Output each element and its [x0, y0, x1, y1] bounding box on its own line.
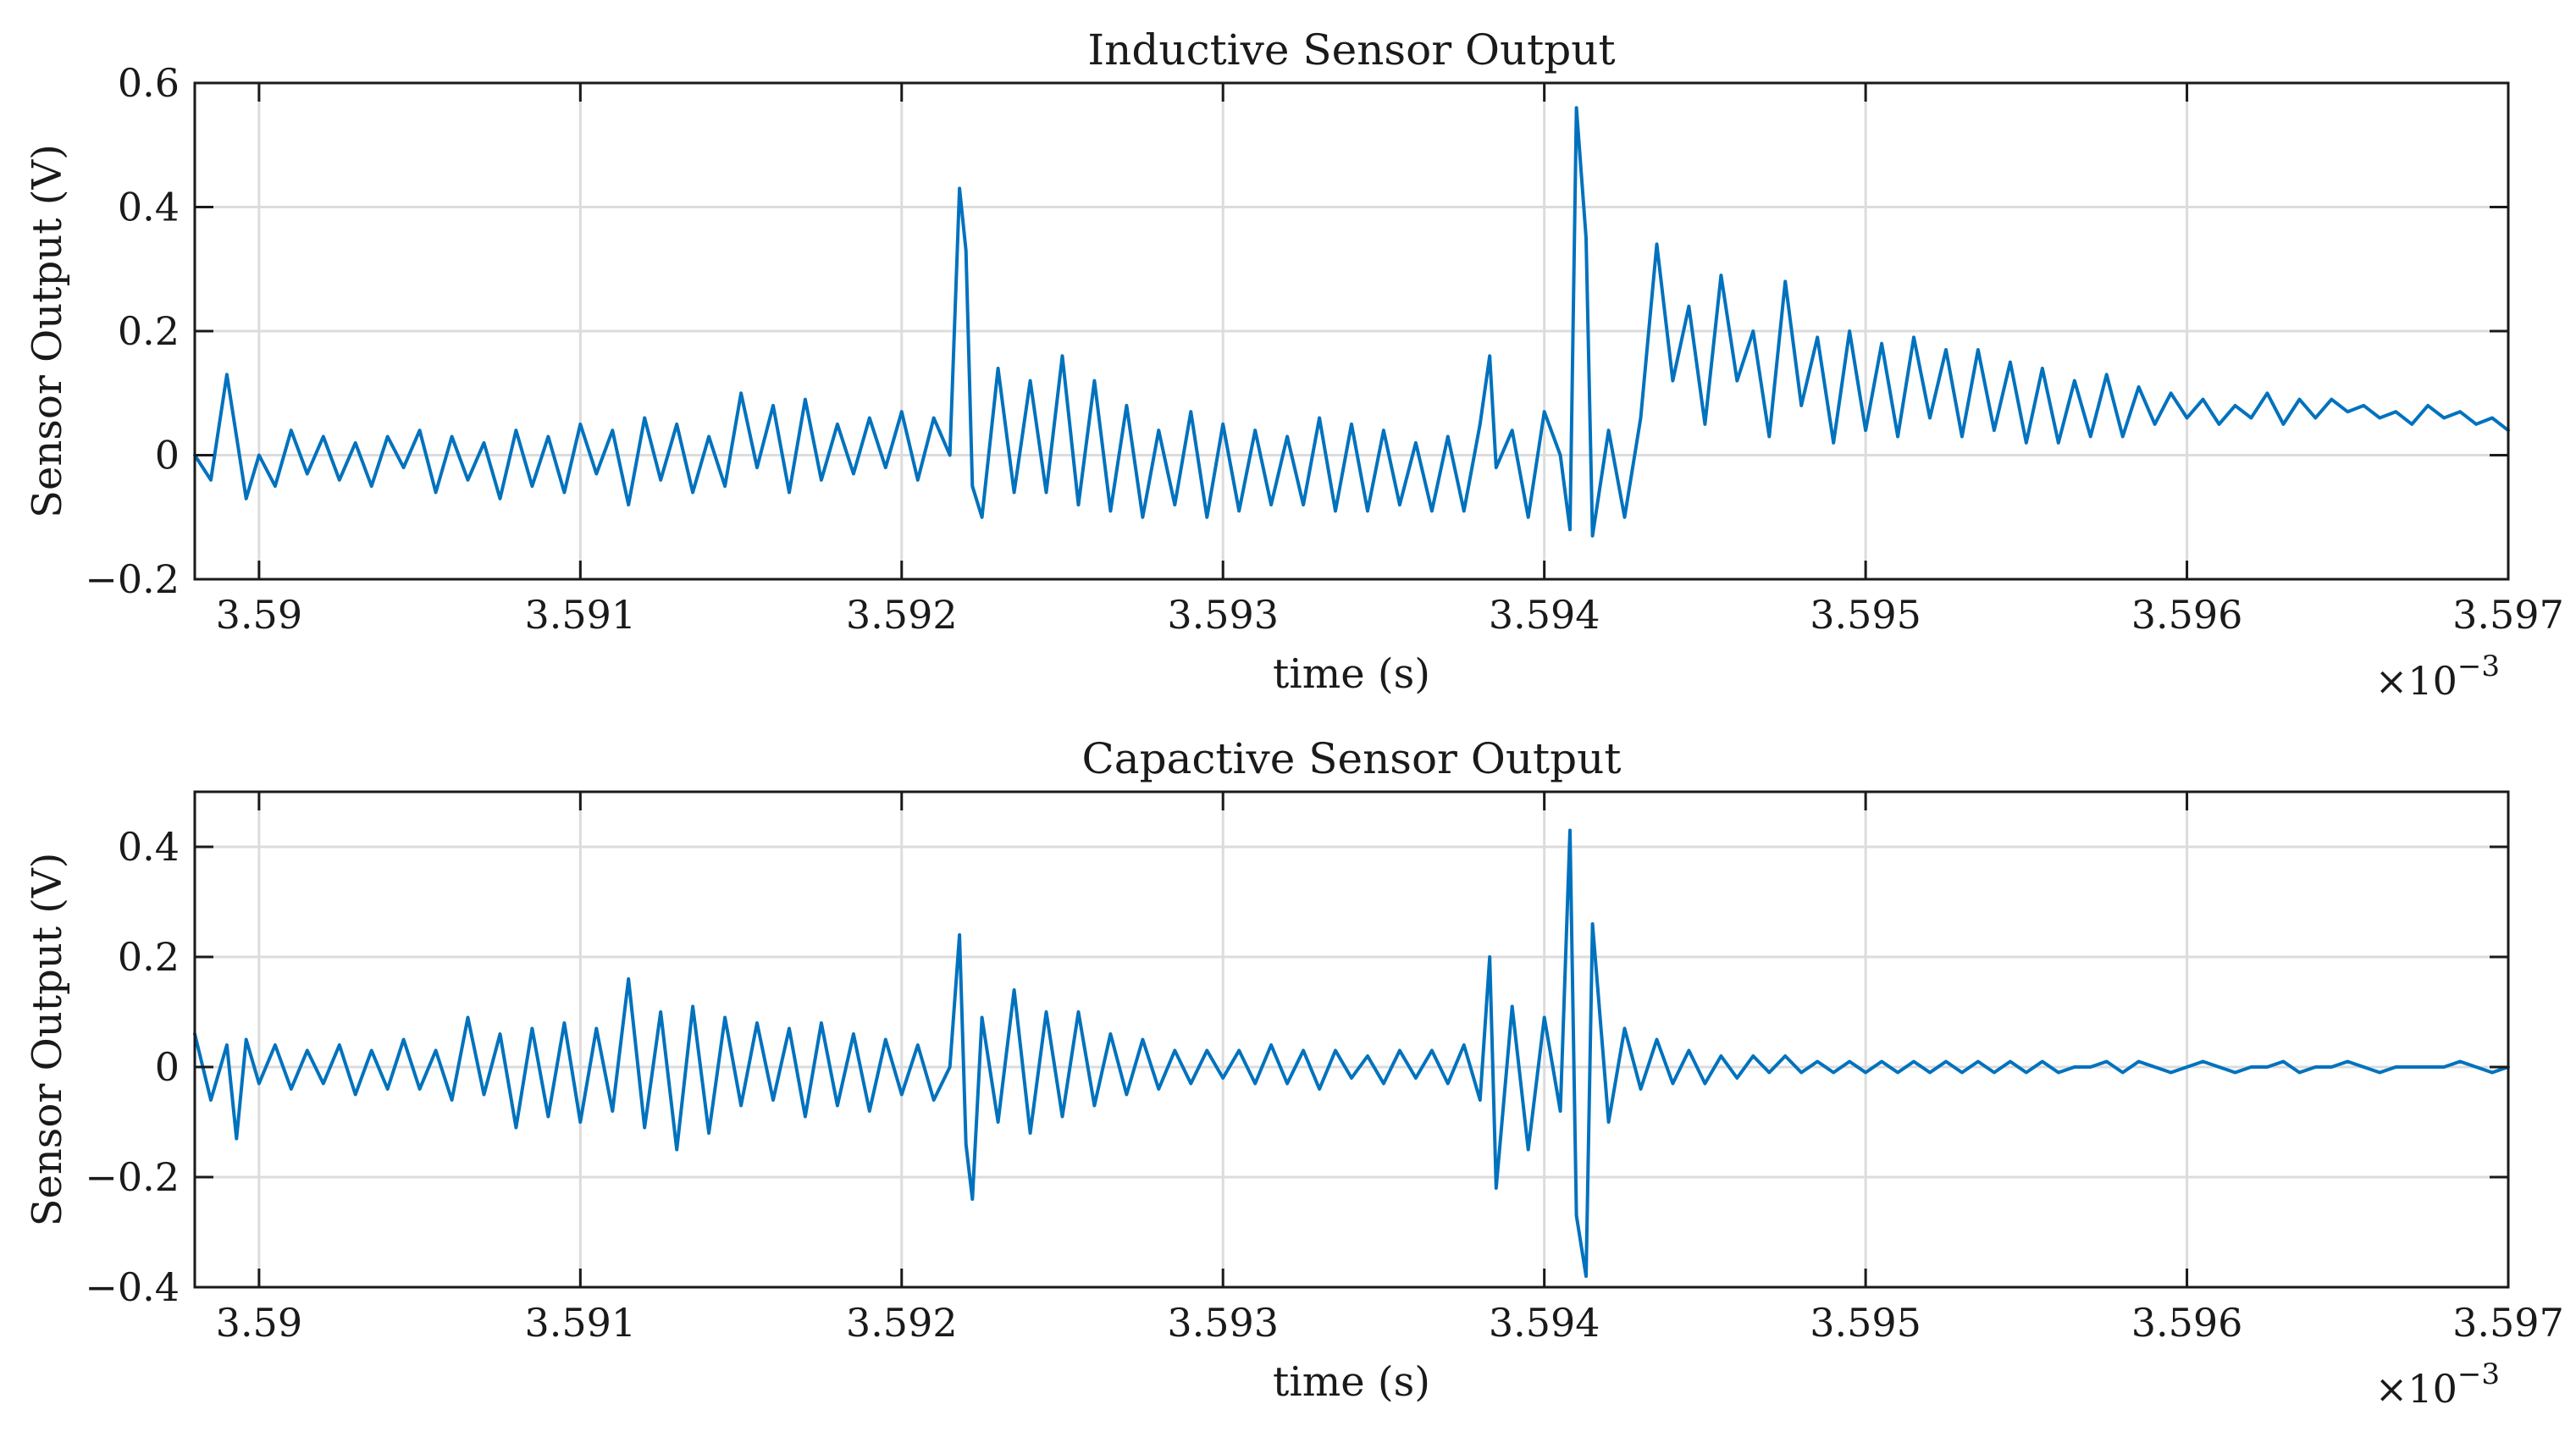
inductive-x-tick-label: 3.59: [216, 592, 302, 638]
capacitive-series-line: [193, 828, 2510, 1278]
inductive-y-axis-title: Sensor Output (V): [24, 144, 71, 518]
capacitive-x-tick-label: 3.596: [2131, 1300, 2243, 1346]
capacitive-x-tick-label: 3.597: [2452, 1300, 2564, 1346]
capacitive-x-multiplier: ×10−3: [2375, 1357, 2500, 1412]
capacitive-x-tick-label: 3.591: [524, 1300, 636, 1346]
capacitive-x-multiplier-exponent: −3: [2457, 1357, 2500, 1391]
capacitive-y-tick-label: −0.2: [85, 1154, 180, 1200]
inductive-x-tick-label: 3.593: [1167, 592, 1279, 638]
capacitive-x-tick-label: 3.592: [846, 1300, 958, 1346]
capacitive-y-tick-label: 0: [155, 1044, 180, 1090]
capacitive-x-axis-title: time (s): [1273, 1358, 1430, 1406]
capacitive-chart-title: Capactive Sensor Output: [1082, 734, 1622, 783]
inductive-x-tick-label: 3.596: [2131, 592, 2243, 638]
inductive-y-tick-label: 0.4: [118, 185, 180, 230]
inductive-chart: 3.59 3.591 3.592 3.593 3.594 3.595 3.596 3.597 −…: [24, 25, 2564, 704]
inductive-x-tick-label: 3.595: [1810, 592, 1921, 638]
inductive-x-tick-label: 3.591: [524, 592, 636, 638]
capacitive-y-tick-label: −0.4: [85, 1264, 180, 1310]
inductive-x-multiplier-base: ×10: [2375, 658, 2457, 704]
inductive-x-axis-title: time (s): [1273, 650, 1430, 698]
capacitive-grid: [195, 792, 2508, 1287]
capacitive-y-axis-title: Sensor Output (V): [24, 853, 71, 1227]
inductive-x-multiplier-exponent: −3: [2457, 650, 2500, 683]
capacitive-y-tick-label: 0.4: [118, 824, 180, 870]
capacitive-y-tick-label: 0.2: [118, 934, 180, 980]
capacitive-axes-frame: [193, 790, 2510, 1289]
capacitive-chart: 3.59 3.591 3.592 3.593 3.594 3.595 3.596 3.597 −…: [24, 734, 2564, 1412]
capacitive-x-multiplier-base: ×10: [2375, 1366, 2457, 1412]
inductive-y-tick-label: 0.6: [118, 60, 180, 106]
capacitive-ticks: 3.59 3.591 3.592 3.593 3.594 3.595 3.596 3.597 −…: [85, 792, 2564, 1346]
inductive-x-tick-label: 3.592: [846, 592, 958, 638]
inductive-grid: [195, 83, 2508, 579]
inductive-chart-title: Inductive Sensor Output: [1087, 25, 1615, 75]
inductive-x-multiplier: ×10−3: [2375, 650, 2500, 704]
capacitive-x-tick-label: 3.59: [216, 1300, 302, 1346]
capacitive-x-tick-label: 3.593: [1167, 1300, 1279, 1346]
inductive-y-tick-label: −0.2: [85, 556, 180, 602]
capacitive-x-tick-label: 3.594: [1489, 1300, 1600, 1346]
inductive-x-tick-label: 3.597: [2452, 592, 2564, 638]
inductive-y-tick-label: 0.2: [118, 308, 180, 354]
inductive-y-tick-label: 0: [155, 433, 180, 478]
inductive-x-tick-label: 3.594: [1489, 592, 1600, 638]
inductive-ticks: 3.59 3.591 3.592 3.593 3.594 3.595 3.596 3.597 −…: [85, 60, 2564, 638]
inductive-series-line: [193, 106, 2510, 538]
capacitive-x-tick-label: 3.595: [1810, 1300, 1921, 1346]
